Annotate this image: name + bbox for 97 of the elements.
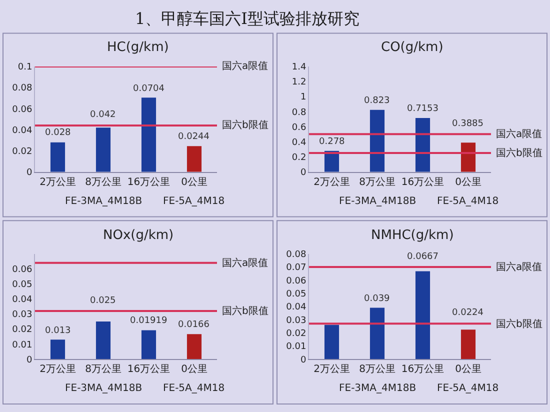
chart-title: NOx(g/km) (103, 228, 174, 243)
x-tick-label: 0公里 (181, 363, 208, 376)
data-label: 0.013 (45, 326, 71, 336)
y-tick-label: 0.06 (286, 276, 306, 286)
x-tick-label: 8万公里 (85, 176, 122, 188)
ref-line-label: 国六a限值 (496, 261, 542, 273)
x-tick-label: 2万公里 (40, 363, 76, 376)
bar (460, 142, 476, 172)
y-tick-label: 0.02 (12, 325, 32, 336)
y-tick-label: 0.2 (292, 152, 306, 163)
ref-line-label: 国六a限值 (496, 128, 542, 140)
x-tick-label: 2万公里 (314, 176, 350, 188)
x-tick-label: 16万公里 (401, 363, 444, 376)
bar (415, 271, 430, 360)
y-tick-label: 1.4 (292, 62, 306, 73)
data-label: 0.0667 (407, 252, 438, 262)
y-tick-label: 0.06 (12, 264, 32, 275)
bar (141, 98, 156, 172)
text: FE-5A_4M18 (163, 383, 225, 394)
chart-title: CO(g/km) (381, 40, 444, 55)
y-tick-label: 0.03 (286, 316, 306, 326)
data-label: 0.823 (364, 96, 390, 106)
x-tick-label: 16万公里 (401, 176, 444, 188)
bar (141, 330, 156, 360)
x-tick-label: 16万公里 (127, 176, 170, 188)
data-label: 0.01919 (130, 316, 168, 326)
text: FE-5A_4M18 (163, 196, 225, 207)
x-tick-label: 8万公里 (85, 363, 122, 376)
data-label: 0.0224 (452, 308, 484, 318)
text: FE-3MA_4M18B (339, 196, 416, 207)
x-tick-label: 8万公里 (359, 176, 396, 188)
ref-line-label: 国六a限值 (222, 60, 268, 72)
data-label: 0.0704 (133, 84, 165, 94)
ref-line-label: 国六b限值 (222, 305, 268, 317)
y-tick-label: 0.02 (286, 328, 306, 339)
bar (96, 128, 111, 172)
y-tick-label: 0.05 (286, 289, 306, 300)
y-tick-label: 0 (300, 355, 306, 366)
y-tick-label: 0.01 (12, 340, 32, 350)
text: FE-3MA_4M18B (65, 196, 142, 207)
text: FE-3MA_4M18B (65, 383, 142, 394)
y-tick-label: 0.08 (12, 84, 32, 94)
x-tick-label: 16万公里 (127, 363, 170, 376)
y-tick-label: 0.07 (286, 263, 306, 274)
x-tick-label: 0公里 (455, 176, 482, 188)
y-tick-label: 0.03 (12, 310, 32, 320)
data-label: 0.0166 (178, 320, 210, 330)
bar (96, 322, 111, 360)
bar (186, 146, 202, 172)
text: FE-3MA_4M18B (339, 383, 416, 394)
y-tick-label: 0 (26, 168, 32, 178)
data-label: 0.3885 (452, 119, 484, 129)
x-tick-label: 0公里 (181, 176, 208, 188)
data-label: 0.025 (90, 296, 116, 306)
bar (186, 334, 202, 360)
y-tick-label: 0.04 (12, 295, 32, 306)
x-tick-label: 0公里 (455, 363, 482, 376)
bar (50, 340, 66, 360)
ref-line-label: 国六b限值 (496, 147, 542, 159)
text: FE-5A_4M18 (437, 383, 499, 394)
y-tick-label: 0.1 (18, 62, 32, 73)
data-label: 0.028 (45, 128, 72, 138)
bar (460, 330, 476, 360)
text: FE-5A_4M18 (437, 196, 499, 207)
ref-line-label: 国六b限值 (496, 318, 542, 330)
y-tick-label: 0.6 (292, 122, 306, 133)
y-tick-label: 0 (26, 355, 32, 366)
y-tick-label: 1 (300, 92, 306, 103)
text: 1、甲醇车国六Ⅰ型试验排放研究 (135, 9, 360, 28)
y-tick-label: 0.04 (12, 126, 32, 136)
data-label: 0.0244 (178, 132, 210, 142)
data-label: 0.039 (364, 294, 390, 304)
y-tick-label: 0 (300, 168, 306, 178)
data-label: 0.278 (319, 137, 346, 147)
ref-line-label: 国六b限值 (222, 119, 268, 131)
y-tick-label: 0.02 (12, 146, 32, 157)
bar (324, 324, 340, 360)
data-label: 0.7153 (407, 104, 438, 114)
x-tick-label: 8万公里 (359, 363, 396, 376)
y-tick-label: 0.06 (12, 104, 32, 115)
chart-title: HC(g/km) (107, 40, 169, 55)
bar (415, 118, 430, 172)
x-tick-label: 2万公里 (314, 363, 350, 376)
bar (370, 308, 385, 360)
x-tick-label: 2万公里 (40, 176, 76, 188)
y-tick-label: 1.2 (292, 78, 306, 88)
y-tick-label: 0.08 (286, 250, 306, 260)
y-tick-label: 0.05 (12, 280, 32, 290)
chart-title: NMHC(g/km) (371, 228, 454, 243)
y-tick-label: 0.01 (286, 342, 306, 352)
data-label: 0.042 (90, 110, 116, 120)
bar (370, 110, 385, 172)
y-tick-label: 0.04 (286, 302, 306, 313)
y-tick-label: 0.4 (292, 138, 306, 148)
bar (50, 142, 66, 172)
y-tick-label: 0.8 (292, 108, 306, 118)
ref-line-label: 国六a限值 (222, 257, 268, 269)
